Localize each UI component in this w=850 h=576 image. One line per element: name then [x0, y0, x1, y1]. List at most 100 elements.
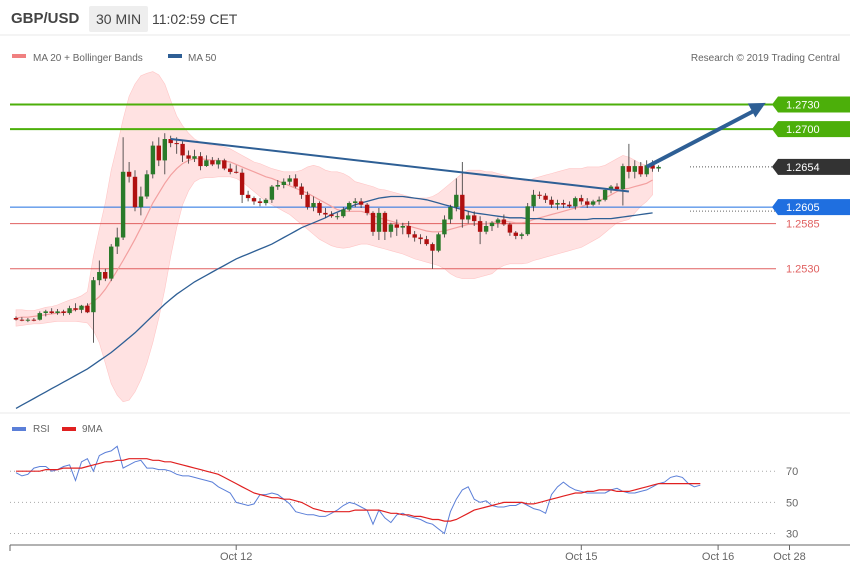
candle-body [281, 181, 286, 185]
candle-body [55, 311, 60, 313]
candle-body [626, 166, 631, 172]
moving-averages [15, 158, 653, 409]
candle-body [73, 308, 78, 310]
rsi-panel: 30 50 70 [10, 445, 798, 541]
candle-body [388, 224, 394, 232]
candle-body [19, 319, 25, 321]
candle-body [460, 194, 465, 220]
level-label-1.2654: 1.2654 [786, 162, 820, 174]
candle-body [400, 226, 405, 228]
chart-header: GBP/USD 30 MIN 11:02:59 CET [0, 0, 850, 40]
candle-body [406, 226, 411, 235]
candle-body [168, 139, 173, 144]
candle-body [245, 194, 251, 199]
candle-body [472, 215, 477, 222]
candle-body [329, 214, 334, 217]
rsi-tick-50: 50 [786, 497, 798, 509]
candle-body [347, 203, 352, 210]
x-tick-label-Oct-15: Oct 15 [565, 551, 597, 563]
candle-body [436, 234, 441, 251]
candle-body [412, 234, 417, 238]
candle-body [531, 194, 536, 207]
rsi-ma-line [16, 458, 701, 522]
candle-body [132, 176, 138, 208]
candle-body [448, 207, 453, 220]
candle-body [138, 196, 144, 208]
bullish-arrow-head [747, 102, 766, 118]
candle-body [614, 186, 620, 190]
candle-body [555, 203, 560, 205]
level-label-1.2605: 1.2605 [786, 202, 820, 214]
candle-body [251, 198, 257, 202]
x-tick-label-Oct-16: Oct 16 [702, 551, 734, 563]
rsi-ma-legend-swatch [62, 427, 76, 431]
ma50-legend-swatch [168, 54, 182, 58]
candle-body [424, 239, 429, 245]
rsi-legend-label: RSI [33, 424, 50, 435]
candle-body [67, 308, 72, 314]
candle-body [91, 280, 96, 313]
bullish-arrow-shaft [645, 106, 761, 169]
candle-body [180, 143, 185, 156]
bollinger-bands [15, 71, 653, 403]
level-badge-pointer [772, 96, 778, 113]
candle-body [430, 244, 435, 251]
candlesticks [13, 133, 661, 343]
candle-body [109, 246, 114, 279]
candle-body [495, 219, 501, 223]
candle-body [590, 201, 596, 205]
candle-body [174, 143, 179, 145]
candle-body [632, 166, 637, 172]
level-label-1.2700: 1.2700 [786, 124, 820, 136]
copyright-text: Research © 2019 Trading Central [691, 53, 840, 64]
candle-body [477, 221, 483, 232]
candle-body [85, 305, 90, 313]
x-tick-label-Oct-12: Oct 12 [220, 551, 252, 563]
candle-body [120, 171, 126, 238]
candle-body [638, 166, 643, 175]
candle-body [537, 194, 542, 196]
candle-body [650, 165, 655, 169]
ma50-legend-label: MA 50 [188, 53, 217, 64]
candle-body [13, 318, 19, 320]
candle-body [418, 237, 423, 240]
candle-body [323, 212, 328, 215]
rsi-legend-swatch [12, 427, 26, 431]
candle-body [579, 198, 584, 202]
candle-body [585, 201, 590, 205]
time-axis: Oct 12 Oct 15 Oct 16 Oct 28 [9, 544, 850, 563]
rsi-ma-legend-label: 9MA [82, 424, 103, 435]
candle-body [210, 160, 215, 165]
candle-body [293, 178, 298, 187]
candle-body [257, 201, 263, 203]
candle-body [394, 224, 399, 228]
candle-body [454, 194, 459, 208]
candle-body [311, 203, 316, 208]
candle-body [466, 215, 471, 220]
candle-body [376, 212, 382, 232]
candle-body [656, 166, 661, 169]
candle-body [222, 160, 227, 169]
candle-body [43, 311, 48, 313]
timestamp: 11:02:59 CET [152, 11, 238, 27]
candle-body [364, 204, 370, 213]
candle-body [370, 212, 376, 232]
candle-body [483, 226, 489, 232]
rsi-line [15, 445, 701, 535]
timeframe-button[interactable]: 30 MIN [89, 6, 149, 32]
candle-body [317, 203, 322, 213]
candle-body [61, 311, 66, 313]
candle-body [596, 199, 602, 202]
level-label-1.2585: 1.2585 [786, 219, 820, 231]
x-tick-label-Oct-28: Oct 28 [773, 551, 805, 563]
candle-body [358, 201, 364, 205]
candle-body [144, 174, 150, 197]
candle-body [37, 313, 42, 320]
level-label-1.2730: 1.2730 [786, 100, 820, 112]
level-badge-1.2730 [778, 96, 850, 113]
candle-body [97, 272, 102, 281]
ma20-line [15, 158, 653, 319]
ma20-legend-label: MA 20 + Bollinger Bands [33, 53, 143, 64]
candle-body [228, 168, 233, 172]
candle-body [335, 216, 340, 218]
